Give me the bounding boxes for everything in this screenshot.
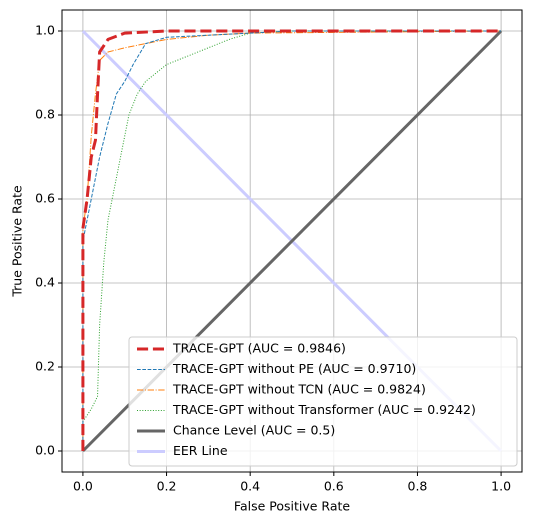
x-tick-label: 0.0: [73, 479, 93, 494]
x-tick-label: 0.8: [408, 479, 428, 494]
legend-label: TRACE-GPT (AUC = 0.9846): [172, 341, 346, 356]
y-tick-label: 0.8: [35, 107, 55, 122]
legend-label: TRACE-GPT without TCN (AUC = 0.9824): [172, 382, 426, 397]
legend-label: Chance Level (AUC = 0.5): [173, 423, 335, 438]
y-tick-label: 0.6: [35, 191, 55, 206]
legend-label: TRACE-GPT without Transformer (AUC = 0.9…: [172, 402, 476, 417]
legend-label: TRACE-GPT without PE (AUC = 0.9710): [172, 361, 416, 376]
legend: TRACE-GPT (AUC = 0.9846) TRACE-GPT withou…: [128, 336, 518, 467]
y-axis-label: True Positive Rate: [10, 185, 25, 298]
x-tick-label: 1.0: [491, 479, 511, 494]
line-series: [82, 30, 502, 451]
legend-label: EER Line: [173, 443, 228, 458]
y-tick-label: 0.0: [35, 443, 55, 458]
line-series: [81, 29, 502, 451]
y-tick-label: 0.4: [35, 275, 55, 290]
y-tick-label: 0.2: [35, 359, 55, 374]
line-series: [82, 30, 502, 451]
legend-box: [128, 336, 518, 467]
x-tick-label: 0.4: [240, 479, 260, 494]
y-tick-label: 1.0: [35, 23, 55, 38]
x-tick-label: 0.6: [324, 479, 344, 494]
plot-frame: [61, 9, 523, 473]
x-axis-label: False Positive Rate: [234, 499, 350, 514]
x-tick-label: 0.2: [157, 479, 177, 494]
